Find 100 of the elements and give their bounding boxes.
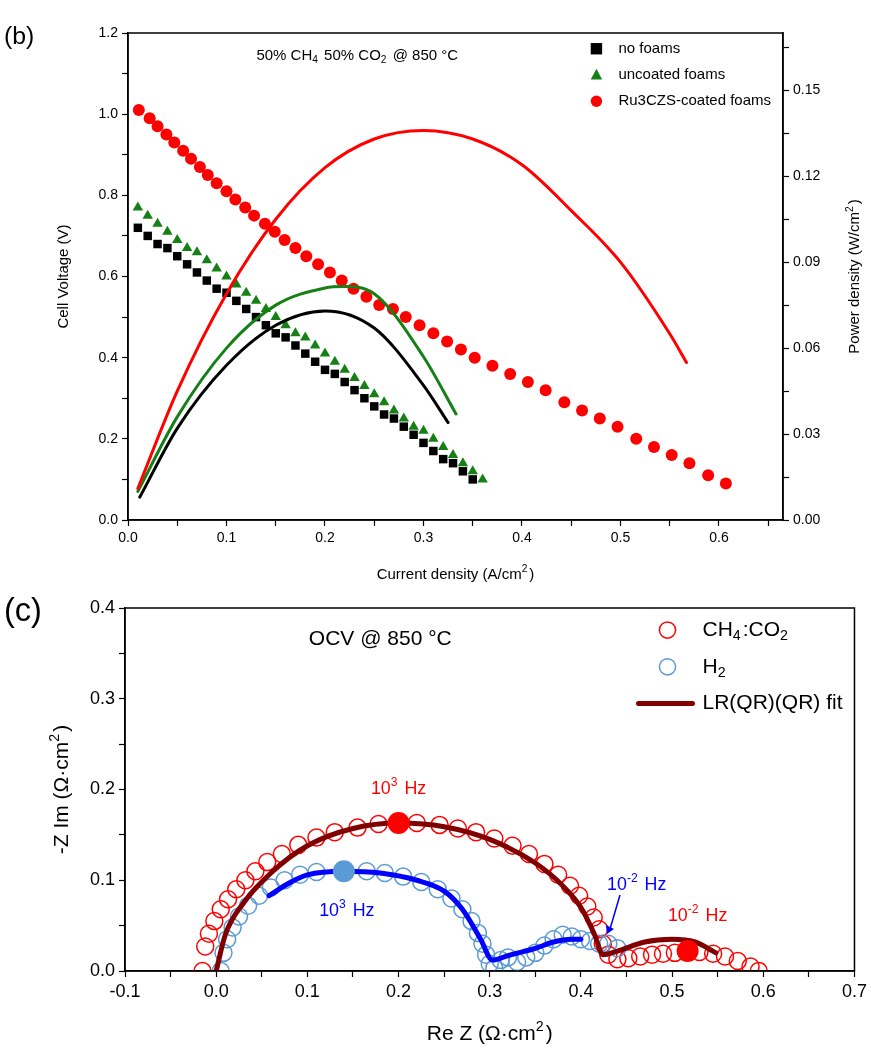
point — [466, 822, 486, 842]
point — [619, 949, 638, 968]
point — [185, 152, 198, 165]
point — [458, 467, 468, 476]
point — [236, 871, 255, 890]
point — [332, 860, 355, 883]
point — [229, 907, 249, 926]
point — [310, 357, 320, 366]
point — [715, 947, 735, 966]
x-tick-label: 0.4 — [568, 980, 594, 1001]
point — [202, 276, 212, 285]
point — [290, 327, 301, 337]
point — [462, 911, 481, 931]
point — [160, 128, 173, 141]
point — [220, 185, 233, 198]
point — [378, 396, 390, 406]
point — [143, 231, 152, 241]
point — [192, 268, 202, 277]
point — [409, 430, 418, 440]
point — [350, 385, 359, 395]
point — [498, 948, 518, 967]
point — [535, 854, 554, 874]
legend-label: LR(QR)(QR) fit — [702, 690, 843, 714]
point — [231, 278, 242, 288]
point — [393, 867, 413, 886]
y-tick-label: 0.0 — [89, 959, 115, 980]
point — [369, 388, 380, 398]
point — [611, 420, 624, 433]
x-tick-label: 0.0 — [203, 980, 229, 1001]
point — [453, 900, 472, 919]
point — [301, 349, 310, 358]
point — [428, 432, 439, 442]
point — [291, 341, 300, 350]
point — [359, 380, 370, 390]
point — [437, 440, 449, 450]
point — [486, 359, 499, 372]
y2-tick-label: 0.15 — [793, 81, 821, 98]
x-tick-label: 0.5 — [659, 980, 685, 1001]
point — [232, 296, 241, 306]
y-tick-label: 0.6 — [98, 267, 119, 284]
point — [519, 844, 539, 864]
point — [454, 343, 467, 356]
point — [379, 410, 389, 419]
point — [503, 836, 522, 856]
y2-tick-label: 0.00 — [793, 510, 821, 527]
point — [201, 169, 214, 182]
point — [504, 367, 517, 380]
chart-title: (c) — [4, 591, 42, 628]
point — [468, 351, 481, 364]
point — [427, 327, 440, 340]
point — [132, 104, 145, 117]
point — [339, 363, 350, 373]
point — [468, 475, 477, 484]
point — [413, 319, 426, 332]
point — [357, 861, 376, 881]
point — [429, 446, 438, 456]
point — [143, 112, 156, 125]
y-tick-label: 1.0 — [98, 105, 119, 122]
point — [526, 943, 545, 963]
point — [553, 925, 572, 944]
point — [153, 239, 162, 249]
point — [630, 432, 643, 445]
point — [323, 266, 336, 279]
chart-title: (b) — [4, 21, 35, 49]
point — [307, 862, 326, 882]
point — [214, 943, 233, 963]
point — [676, 940, 699, 963]
point — [399, 311, 412, 324]
x-tick-label: 0.3 — [413, 529, 434, 546]
point — [448, 819, 468, 838]
y-tick-label: 0.2 — [98, 429, 119, 446]
point — [480, 954, 499, 971]
y-tick-label: 1.2 — [98, 23, 119, 40]
point — [193, 160, 206, 173]
point — [521, 376, 534, 389]
x-tick-label: 0.1 — [216, 529, 237, 546]
y-axis-title: -Z Im (Ω·cm2) — [46, 724, 73, 855]
point — [544, 929, 563, 949]
point — [683, 457, 696, 470]
point — [653, 944, 673, 964]
point — [360, 290, 373, 303]
point — [728, 951, 748, 971]
point — [248, 209, 261, 222]
point — [703, 944, 723, 964]
point — [246, 861, 265, 881]
y2-tick-label: 0.06 — [793, 338, 821, 355]
point — [473, 934, 492, 954]
point — [468, 923, 488, 943]
line-series — [136, 128, 688, 490]
point — [389, 414, 399, 423]
point — [268, 225, 281, 238]
y-axis-title: Cell Voltage (V) — [54, 224, 72, 329]
y-tick-label: 0.4 — [89, 596, 115, 617]
point — [241, 286, 252, 296]
point — [388, 404, 400, 414]
annotation: OCV @ 850 °C — [308, 626, 452, 650]
point — [312, 258, 325, 271]
point — [578, 897, 597, 916]
point — [399, 422, 409, 431]
x-tick-label: 0.1 — [294, 980, 320, 1001]
